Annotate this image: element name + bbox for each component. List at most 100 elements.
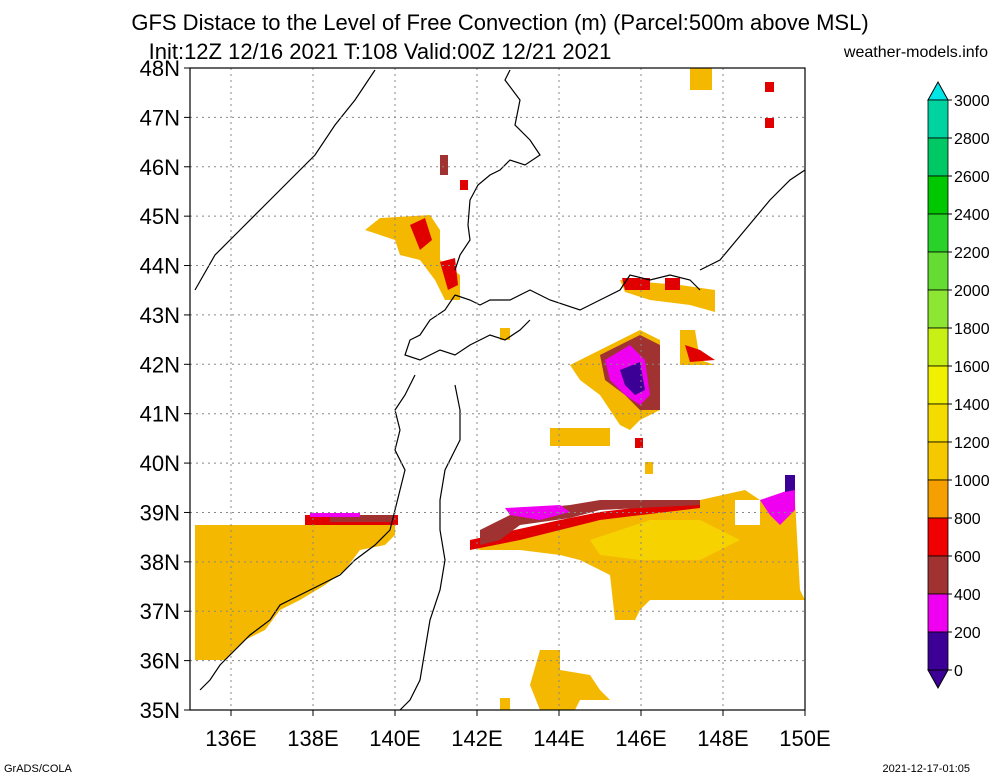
coast-honshu-north [199,374,416,691]
colorbar-segment [927,593,949,633]
lat-label: 36N [140,649,180,674]
field-red-whk [410,218,432,250]
coast-sakhalin [454,69,541,271]
lat-label: 43N [140,303,180,328]
colorbar-segment [927,327,949,367]
coast-kuril [699,169,806,271]
field-red-kuril-2 [665,278,680,290]
lon-label: 138E [287,726,338,751]
colorbar-segment [927,213,949,253]
field-indigo-spot-east [785,475,795,492]
colorbar: 3000280026002400220020001800160014001200… [927,80,990,690]
field-red-band-east [470,500,700,550]
colorbar-segment [927,517,949,557]
field-magenta-blob-east [505,505,570,520]
field-yellow-core-east [590,520,740,560]
map-frame [189,67,806,711]
field-red-top-1 [765,82,774,92]
site-credit: weather-models.info [843,44,988,61]
colorbar-segment [927,137,949,177]
lon-label: 142E [451,726,502,751]
lon-label: 148E [697,726,748,751]
field-red-east-hk [685,345,715,362]
colorbar-label: 0 [954,663,963,680]
lat-label: 41N [140,402,180,427]
colorbar-segment [927,479,949,519]
lat-label: 48N [140,56,180,81]
colorbar-label: 3000 [954,93,990,110]
colorbar-label: 800 [954,511,981,528]
lat-label: 47N [140,105,180,130]
colorbar-label: 400 [954,587,981,604]
field-red-ne-spot [635,438,643,448]
latitude-labels: 48N 47N 46N 45N 44N 43N 42N 41N 40N 39N 38N 37N 36N 3… [140,56,190,723]
field-orange-west [195,525,395,660]
colorbar-label: 1000 [954,473,990,490]
lat-label: 38N [140,550,180,575]
lon-label: 146E [615,726,666,751]
colorbar-label: 2200 [954,245,990,262]
colorbar-label: 2800 [954,131,990,148]
longitude-labels: 136E 138E 140E 142E 144E 146E 148E 150E [205,710,831,751]
lon-label: 140E [369,726,420,751]
coastlines [194,69,806,711]
map-subtitle: Init:12Z 12/16 2021 T:108 Valid:00Z 12/2… [148,39,612,64]
map-graticule [190,67,806,711]
field-orange-top [690,68,712,90]
lat-label: 45N [140,204,180,229]
colorbar-segment [927,175,949,215]
map-title: GFS Distace to the Level of Free Convect… [131,10,869,35]
coast-hokkaido [404,274,701,361]
generation-timestamp: 2021-12-17-01:05 [882,763,970,775]
field-white-gap-1 [735,500,760,525]
field-red-kuril [622,278,650,290]
colorbar-segment [927,441,949,481]
colorbar-label: 2400 [954,207,990,224]
field-brown-north-spot [440,155,448,175]
field-purple-blob-east [760,488,795,525]
coast-asia-mainland [194,69,376,291]
colorbar-segment [927,555,949,595]
colorbar-segment [927,631,949,671]
field-orange-south [530,650,610,710]
colorbar-label: 2600 [954,169,990,186]
field-orange-whk [365,215,460,300]
field-orange-ne-strip [550,428,610,446]
field-orange-south-2 [500,698,510,710]
lon-label: 144E [533,726,584,751]
field-indigo-ne [620,362,645,395]
colorbar-segment [927,365,949,405]
colorbar-segment [927,289,949,329]
field-magenta-strip-west [310,513,360,517]
field-red-top-2 [765,118,774,128]
colorbar-bottom-arrow [927,669,949,690]
software-credit: GrADS/COLA [4,763,72,775]
lfc-field-layer [195,68,805,710]
lat-label: 39N [140,500,180,525]
colorbar-label: 200 [954,625,981,642]
colorbar-segment [927,99,949,139]
lat-label: 35N [140,698,180,723]
coast-honshu-east [399,384,461,711]
field-red-north-spot [460,180,468,190]
colorbar-label: 2000 [954,283,990,300]
field-orange-ne-spot2 [645,462,653,474]
field-orange-spot-42n [500,328,510,340]
lon-label: 136E [205,726,256,751]
colorbar-segment [927,403,949,443]
colorbar-label: 1200 [954,435,990,452]
colorbar-label: 1600 [954,359,990,376]
colorbar-top-arrow [927,80,949,101]
colorbar-label: 1800 [954,321,990,338]
lat-label: 42N [140,352,180,377]
colorbar-label: 600 [954,549,981,566]
lat-label: 46N [140,155,180,180]
colorbar-label: 1400 [954,397,990,414]
lat-label: 44N [140,254,180,279]
lat-label: 40N [140,451,180,476]
colorbar-segment [927,251,949,291]
lat-label: 37N [140,599,180,624]
field-red-whk-2 [440,258,458,290]
lon-label: 150E [779,726,830,751]
